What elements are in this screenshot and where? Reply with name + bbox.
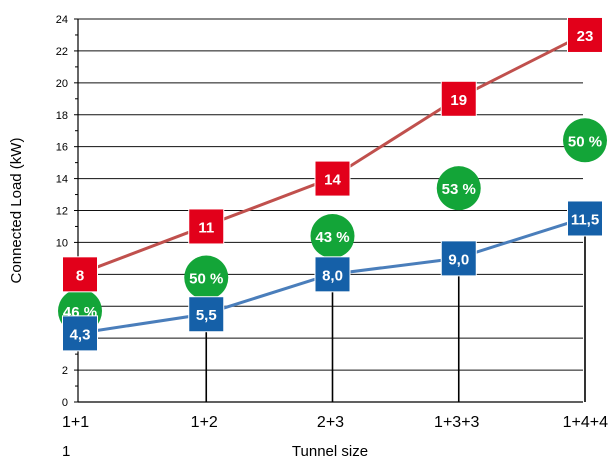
annotation-label: 43 %: [315, 229, 349, 246]
percentage-annotation: 50 %: [184, 255, 229, 300]
y-tick-label: 10: [56, 237, 68, 249]
y-tick-label: 12: [56, 206, 68, 218]
y-tick-label: 20: [56, 78, 68, 90]
corner-label: 1: [62, 443, 70, 460]
data-label: 9,0: [448, 251, 469, 268]
annotation-label: 53 %: [442, 181, 476, 198]
y-tick-label: 14: [56, 174, 68, 186]
data-marker: [188, 296, 225, 333]
axis-labels: Connected Load (kW) Tunnel size 1: [8, 138, 368, 460]
annotation-circle: [184, 255, 229, 300]
data-label: 4,3: [70, 326, 91, 343]
data-label: 23: [577, 28, 594, 45]
data-markers: 8 11 14 19 23 4,3 5,5 8,0 9,0 11,5: [62, 16, 603, 352]
x-tick-label: 1+1: [62, 414, 89, 431]
data-label: 14: [324, 172, 341, 189]
x-tick-label: 1+3+3: [434, 414, 479, 431]
y-tick-label: 0: [62, 397, 68, 409]
data-point: 9,0: [440, 240, 477, 277]
data-point: 19: [440, 80, 477, 117]
data-label: 8,0: [322, 267, 343, 284]
stems: [205, 218, 586, 402]
percentage-annotation: 50 %: [563, 118, 607, 163]
data-marker: [440, 240, 477, 277]
y-tick-label: 16: [56, 142, 68, 154]
x-axis-title: Tunnel size: [292, 443, 368, 460]
data-marker: [188, 208, 225, 245]
y-tick-label: 24: [56, 14, 68, 26]
x-tick-label: 1+4+4: [563, 414, 608, 431]
data-label: 8: [76, 267, 84, 284]
data-point: 5,5: [188, 296, 225, 333]
x-tick-label: 1+2: [191, 414, 218, 431]
data-point: 4,3: [62, 315, 98, 352]
data-marker: [314, 160, 351, 197]
percentage-annotation: 53 %: [436, 166, 481, 211]
data-point: 11: [188, 208, 225, 245]
data-label: 5,5: [196, 307, 217, 324]
data-marker: [62, 256, 98, 293]
data-point: 8: [62, 256, 98, 293]
data-point: 8,0: [314, 256, 351, 293]
x-tick-label: 2+3: [317, 414, 344, 431]
y-tick-label: 22: [56, 46, 68, 58]
y-tick-label: 2: [62, 365, 68, 377]
data-marker: [440, 80, 477, 117]
data-marker: [314, 256, 351, 293]
y-axis-title: Connected Load (kW): [8, 138, 25, 284]
data-label: 11,5: [571, 211, 599, 228]
data-point: 11,5: [567, 200, 603, 237]
percentage-annotation: 43 %: [310, 214, 355, 259]
data-marker: [567, 16, 603, 53]
data-marker: [62, 315, 98, 352]
data-point: 14: [314, 160, 351, 197]
data-marker: [567, 200, 603, 237]
data-point: 23: [567, 16, 603, 53]
data-label: 11: [198, 219, 214, 236]
data-label: 19: [450, 92, 467, 109]
annotation-circle: [563, 118, 607, 163]
annotation-label: 50 %: [189, 271, 223, 288]
annotation-label: 50 %: [568, 133, 602, 150]
percentage-annotations: 46 %50 %43 %53 %50 %: [58, 118, 607, 334]
annotation-circle: [436, 166, 481, 211]
annotation-circle: [310, 214, 355, 259]
y-tick-label: 18: [56, 110, 68, 122]
